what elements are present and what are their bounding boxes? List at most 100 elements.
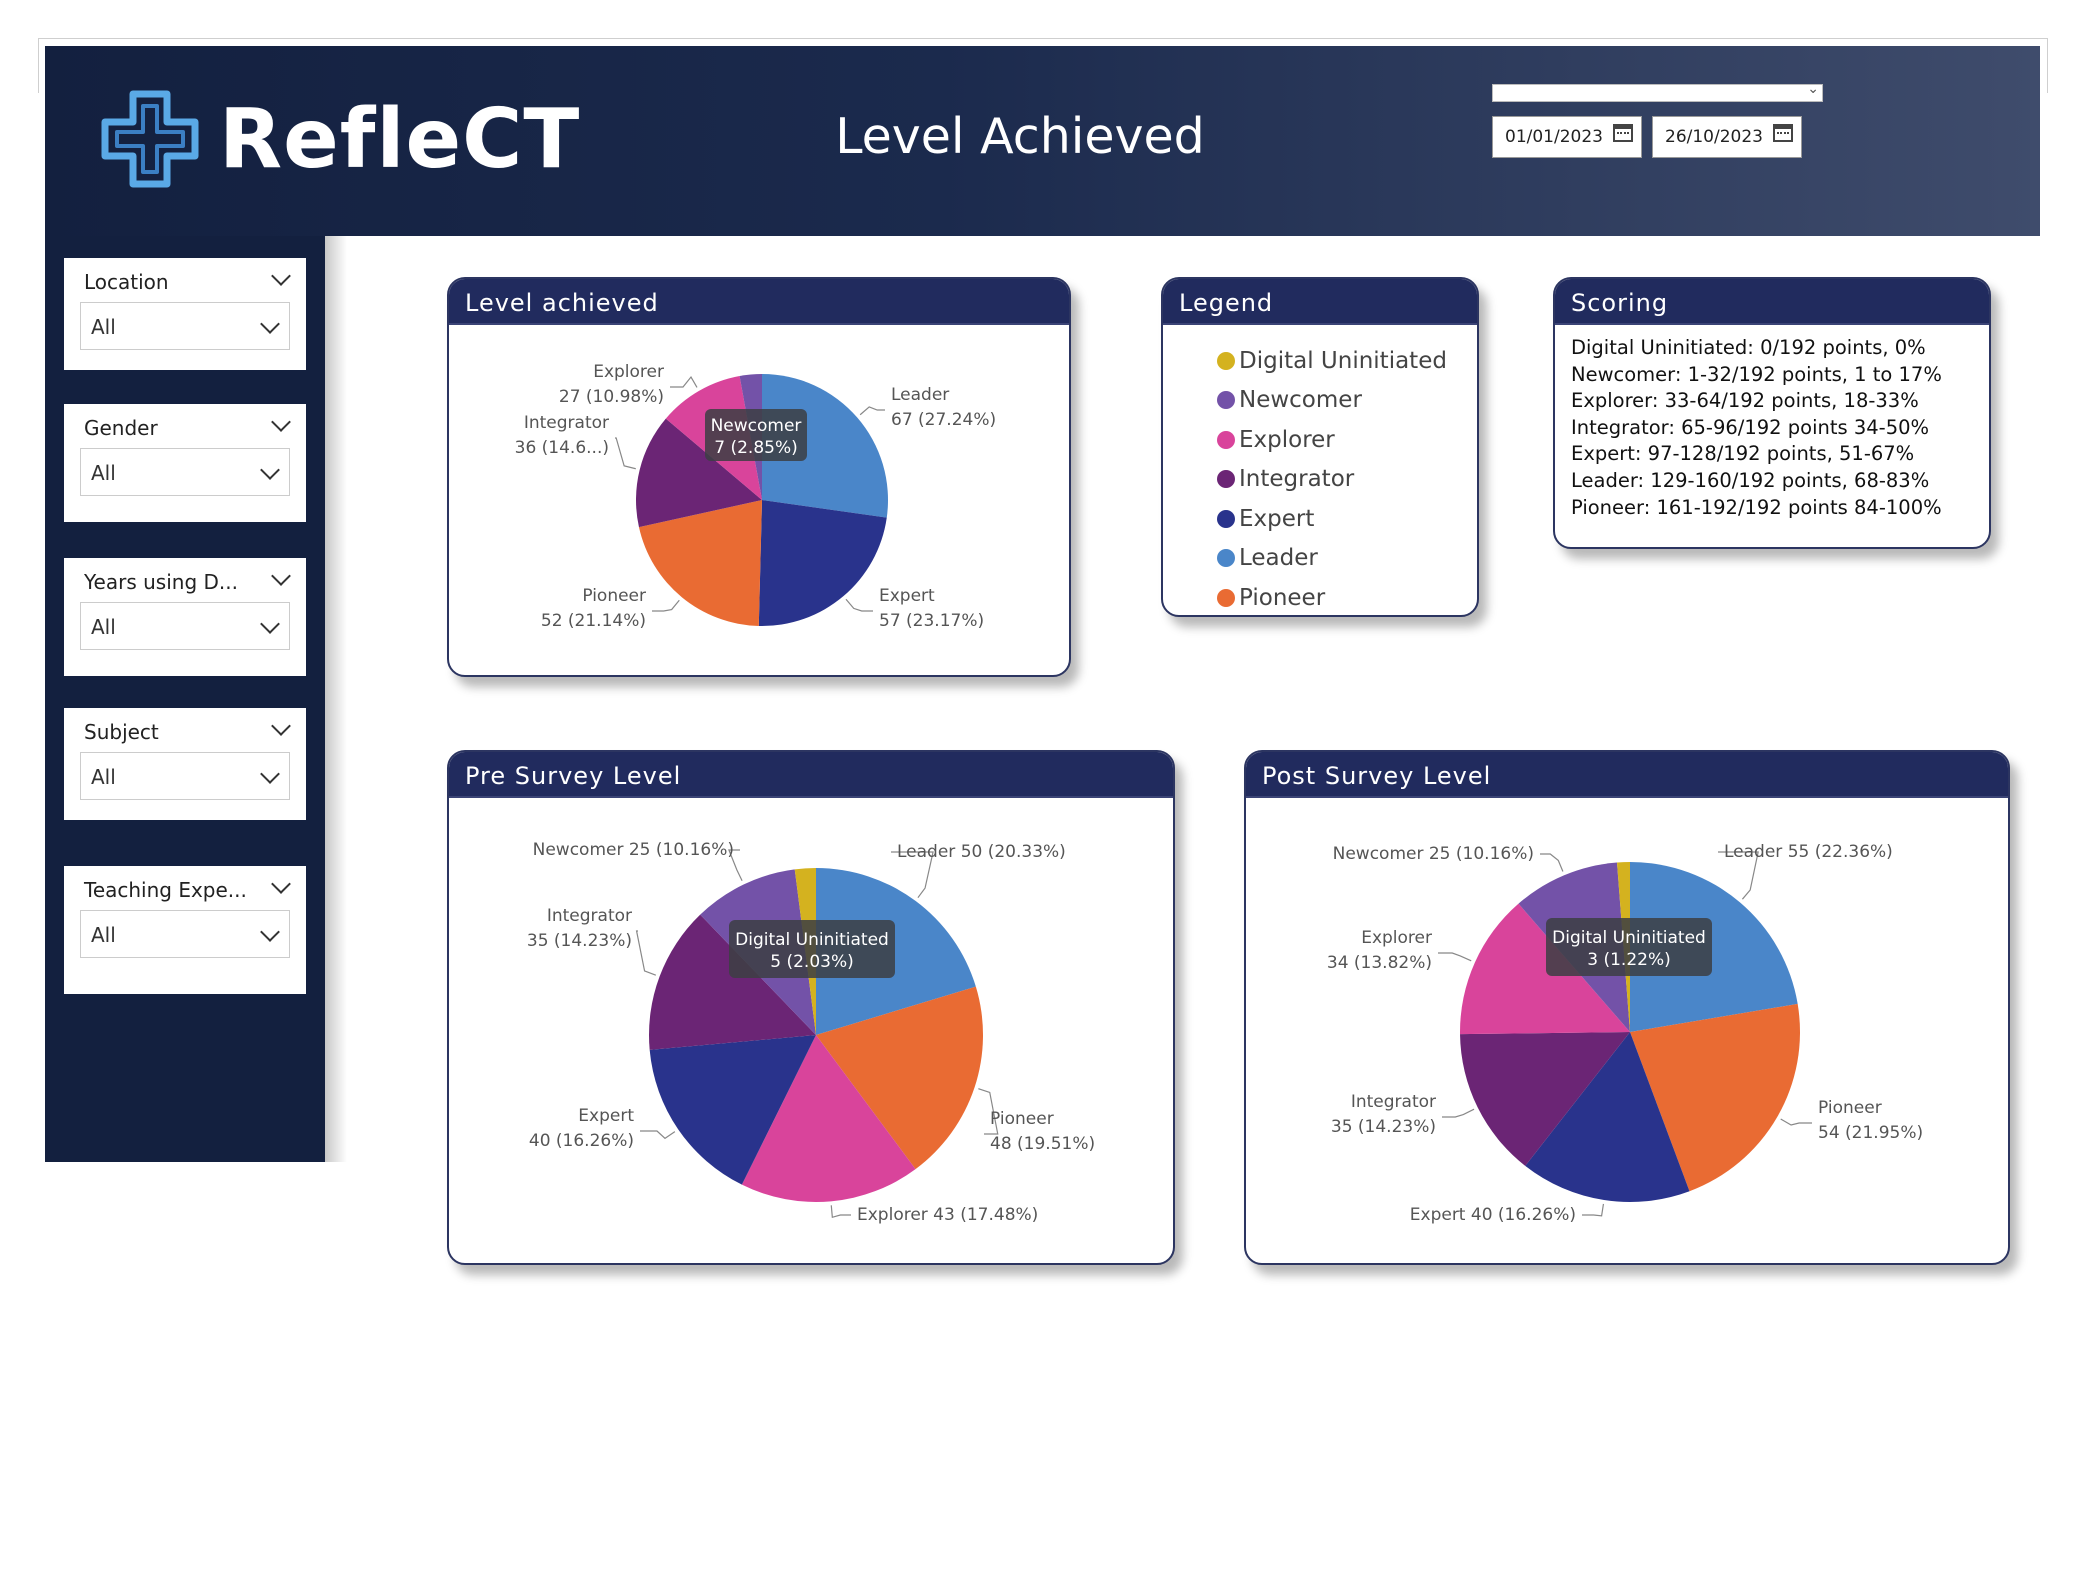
pie-slice-leader[interactable] (1630, 862, 1798, 1032)
data-label: Newcomer 25 (10.16%) (533, 840, 734, 860)
legend-item[interactable]: Newcomer (1217, 381, 1477, 421)
legend-label: Pioneer (1239, 584, 1326, 611)
pie-slice-expert[interactable] (649, 1035, 816, 1185)
pie-slice-integrator[interactable] (636, 418, 762, 528)
data-label-value: 36 (14.6...) (515, 438, 609, 458)
data-label-name: Leader (891, 385, 949, 405)
end-date-input[interactable]: 26/10/2023 (1652, 116, 1802, 158)
tooltip-box (1546, 918, 1712, 976)
data-label-name: Integrator (547, 906, 632, 926)
data-label: Leader 55 (22.36%) (1724, 842, 1893, 862)
data-label: Newcomer 25 (10.16%) (1333, 844, 1534, 864)
level-achieved-pie[interactable]: Leader 67 (27.24%) Expert 57 (23.17%) Pionee… (449, 325, 1069, 675)
pie-slices (649, 868, 983, 1202)
data-label-value: 40 (16.26%) (529, 1131, 634, 1151)
chevron-down-icon[interactable] (271, 872, 291, 897)
card-title: Post Survey Level (1246, 752, 2008, 798)
legend-label: Leader (1239, 545, 1318, 572)
chevron-down-icon[interactable] (260, 917, 280, 945)
pie-slice-explorer[interactable] (1460, 903, 1630, 1035)
level-achieved-card: Level achieved Leader 67 (27.24%) Expert 57… (447, 277, 1071, 677)
leader-line (1442, 1108, 1475, 1118)
location-dropdown[interactable]: All (80, 302, 290, 350)
calendar-icon[interactable] (1773, 124, 1793, 142)
dropdown-value: All (91, 615, 116, 639)
slicer-label: Gender (84, 416, 158, 440)
slicer-subject[interactable]: Subject All (64, 708, 306, 820)
tooltip-value: 7 (2.85%) (714, 438, 798, 458)
data-label-name: Explorer (1361, 928, 1432, 948)
slicer-gender[interactable]: Gender All (64, 404, 306, 522)
legend-dot-icon (1217, 509, 1235, 528)
legend-item[interactable]: Expert (1217, 499, 1477, 539)
logo: RefleCT (95, 84, 580, 194)
legend-item[interactable]: Pioneer (1217, 578, 1477, 615)
pie-slice-pioneer[interactable] (638, 500, 762, 626)
page-title: Level Achieved (835, 108, 1205, 165)
slicer-years-using[interactable]: Years using D... All (64, 558, 306, 676)
subject-dropdown[interactable]: All (80, 752, 290, 800)
leader-line (891, 851, 934, 899)
end-date-value: 26/10/2023 (1665, 127, 1763, 147)
chevron-down-icon[interactable] (271, 410, 291, 435)
data-label-name: Pioneer (582, 586, 646, 606)
pie-slice-pioneer[interactable] (1630, 1003, 1800, 1192)
scoring-list: Digital Uninitiated: 0/192 points, 0% Ne… (1555, 325, 1989, 521)
gender-dropdown[interactable]: All (80, 448, 290, 496)
slicer-label: Years using D... (84, 570, 238, 594)
dropdown-value: All (91, 461, 116, 485)
data-label-value: 34 (13.82%) (1327, 953, 1432, 973)
leader-line (635, 930, 657, 976)
cross-logo-icon (101, 90, 199, 188)
tooltip-title: Digital Uninitiated (1552, 928, 1706, 948)
data-label-name: Expert (879, 586, 935, 606)
legend-item[interactable]: Explorer (1217, 420, 1477, 460)
chevron-down-icon[interactable] (260, 309, 280, 337)
leader-line (728, 849, 743, 882)
legend-item[interactable]: Leader (1217, 539, 1477, 579)
pie-slice-expert[interactable] (1525, 1032, 1690, 1202)
chevron-down-icon[interactable]: ⌄ (1807, 81, 1819, 97)
leader-line (845, 598, 873, 612)
start-date-input[interactable]: 01/01/2023 (1492, 116, 1642, 158)
chevron-down-icon[interactable] (271, 714, 291, 739)
chevron-down-icon[interactable] (260, 759, 280, 787)
post-survey-pie[interactable]: Leader 55 (22.36%) Pioneer 54 (21.95%) Expe… (1246, 798, 2008, 1263)
tooltip-box (705, 409, 807, 461)
data-label-name: Pioneer (1818, 1098, 1882, 1118)
slicer-label: Teaching Expe... (84, 878, 247, 902)
pie-slice-pioneer[interactable] (816, 986, 983, 1170)
legend-item[interactable]: Integrator (1217, 460, 1477, 500)
date-range-slider[interactable]: ⌄ (1492, 81, 1823, 102)
scoring-line: Newcomer: 1-32/192 points, 1 to 17% (1571, 362, 1942, 386)
scoring-card: Scoring Digital Uninitiated: 0/192 point… (1553, 277, 1991, 549)
legend-dot-icon (1217, 351, 1235, 370)
leader-line (670, 375, 698, 388)
legend-item[interactable]: Digital Uninitiated (1217, 341, 1477, 381)
pre-survey-pie[interactable]: Leader 50 (20.33%) Pioneer 48 (19.51%) Expl… (449, 798, 1173, 1263)
scoring-line: Integrator: 65-96/192 points 34-50% (1571, 415, 1930, 439)
scoring-line: Pioneer: 161-192/192 points 84-100% (1571, 495, 1942, 519)
slicer-location[interactable]: Location All (64, 258, 306, 370)
chevron-down-icon[interactable] (260, 609, 280, 637)
teaching-experience-dropdown[interactable]: All (80, 910, 290, 958)
chevron-down-icon[interactable] (260, 455, 280, 483)
logo-text: RefleCT (219, 91, 581, 187)
pie-slice-leader[interactable] (816, 868, 976, 1035)
pie-slice-expert[interactable] (758, 500, 887, 626)
chevron-down-icon[interactable] (271, 564, 291, 589)
legend-label: Digital Uninitiated (1239, 347, 1447, 374)
pie-slice-explorer[interactable] (741, 1035, 916, 1202)
chevron-down-icon[interactable] (271, 264, 291, 289)
slicer-teaching-experience[interactable]: Teaching Expe... All (64, 866, 306, 994)
pie-slice-integrator[interactable] (649, 914, 816, 1050)
years-using-dropdown[interactable]: All (80, 602, 290, 650)
calendar-icon[interactable] (1613, 124, 1633, 142)
data-label-value: 35 (14.23%) (1331, 1117, 1436, 1137)
pre-survey-card: Pre Survey Level Leader 50 (20.33%) Pione… (447, 750, 1175, 1265)
legend-dot-icon (1217, 430, 1235, 449)
report-frame (38, 38, 2048, 93)
leader-line (615, 437, 636, 470)
leader-line (1438, 952, 1472, 962)
pie-slice-integrator[interactable] (1460, 1032, 1630, 1166)
